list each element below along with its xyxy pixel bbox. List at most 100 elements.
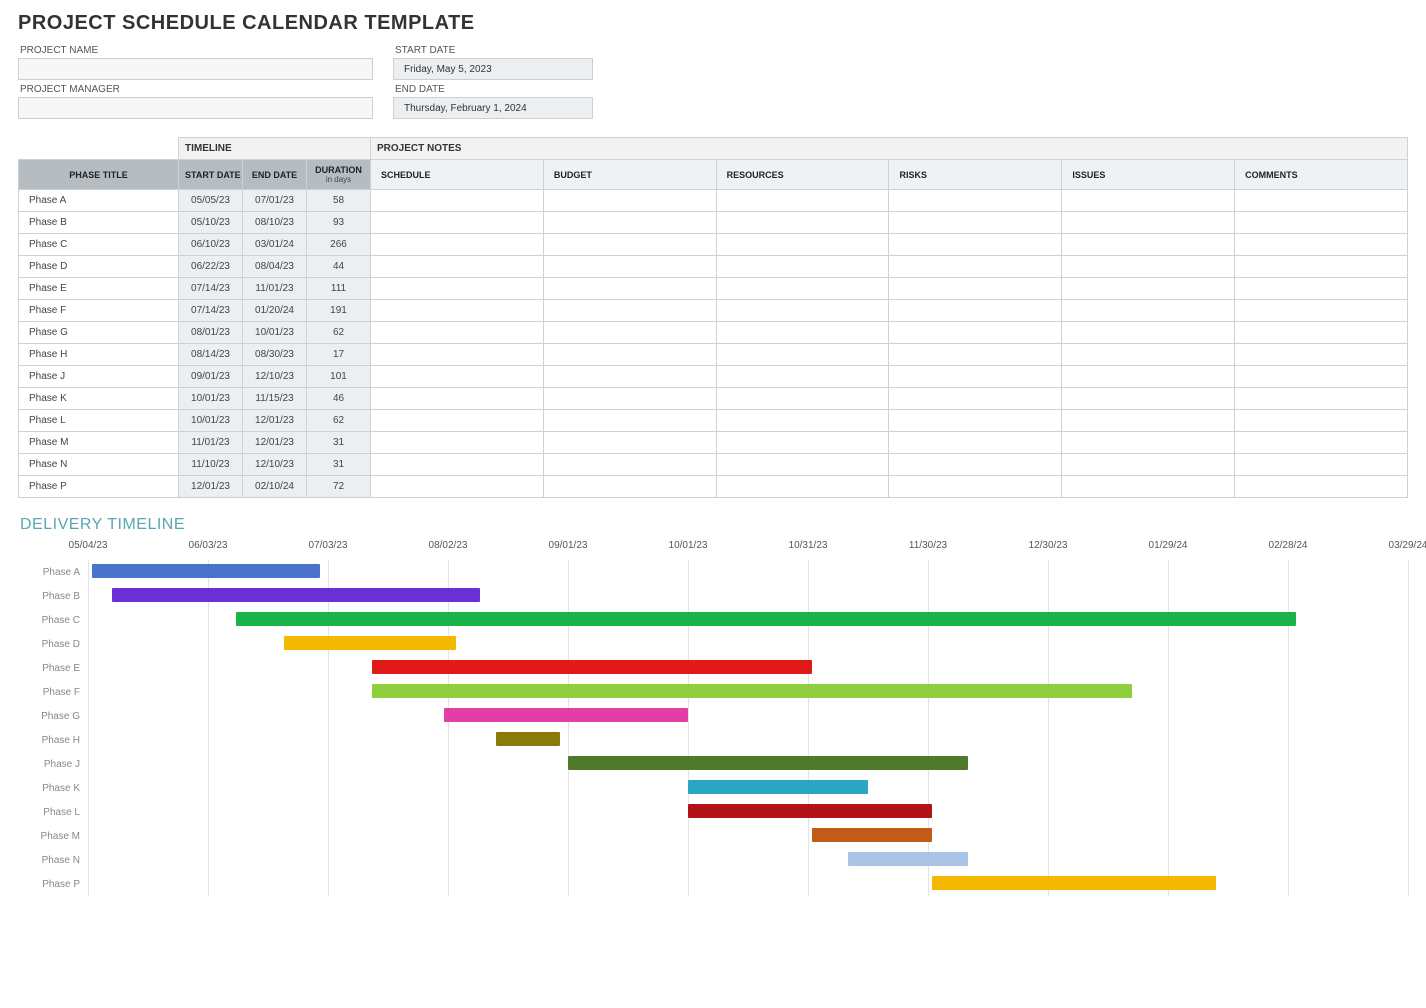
- cell-duration[interactable]: 17: [307, 344, 371, 366]
- cell-phase[interactable]: Phase J: [19, 366, 179, 388]
- cell-schedule[interactable]: [371, 454, 544, 476]
- cell-budget[interactable]: [543, 322, 716, 344]
- cell-phase[interactable]: Phase M: [19, 432, 179, 454]
- cell-duration[interactable]: 46: [307, 388, 371, 410]
- cell-risks[interactable]: [889, 454, 1062, 476]
- cell-issues[interactable]: [1062, 476, 1235, 498]
- project-name-input[interactable]: [18, 58, 373, 80]
- cell-end[interactable]: 08/30/23: [243, 344, 307, 366]
- cell-issues[interactable]: [1062, 212, 1235, 234]
- cell-schedule[interactable]: [371, 432, 544, 454]
- cell-issues[interactable]: [1062, 234, 1235, 256]
- cell-resources[interactable]: [716, 322, 889, 344]
- cell-start[interactable]: 07/14/23: [179, 278, 243, 300]
- cell-risks[interactable]: [889, 256, 1062, 278]
- cell-risks[interactable]: [889, 366, 1062, 388]
- cell-end[interactable]: 08/04/23: [243, 256, 307, 278]
- cell-resources[interactable]: [716, 300, 889, 322]
- cell-resources[interactable]: [716, 256, 889, 278]
- cell-issues[interactable]: [1062, 300, 1235, 322]
- cell-resources[interactable]: [716, 344, 889, 366]
- cell-start[interactable]: 11/10/23: [179, 454, 243, 476]
- cell-comments[interactable]: [1235, 256, 1408, 278]
- cell-duration[interactable]: 93: [307, 212, 371, 234]
- cell-resources[interactable]: [716, 454, 889, 476]
- cell-budget[interactable]: [543, 410, 716, 432]
- cell-phase[interactable]: Phase L: [19, 410, 179, 432]
- cell-end[interactable]: 12/10/23: [243, 366, 307, 388]
- cell-budget[interactable]: [543, 454, 716, 476]
- cell-budget[interactable]: [543, 256, 716, 278]
- cell-risks[interactable]: [889, 234, 1062, 256]
- cell-comments[interactable]: [1235, 212, 1408, 234]
- cell-resources[interactable]: [716, 212, 889, 234]
- cell-budget[interactable]: [543, 234, 716, 256]
- cell-risks[interactable]: [889, 278, 1062, 300]
- cell-schedule[interactable]: [371, 344, 544, 366]
- cell-end[interactable]: 12/01/23: [243, 410, 307, 432]
- cell-start[interactable]: 11/01/23: [179, 432, 243, 454]
- cell-start[interactable]: 08/14/23: [179, 344, 243, 366]
- cell-phase[interactable]: Phase B: [19, 212, 179, 234]
- cell-end[interactable]: 02/10/24: [243, 476, 307, 498]
- cell-risks[interactable]: [889, 344, 1062, 366]
- cell-start[interactable]: 05/05/23: [179, 190, 243, 212]
- cell-risks[interactable]: [889, 410, 1062, 432]
- cell-comments[interactable]: [1235, 322, 1408, 344]
- cell-phase[interactable]: Phase H: [19, 344, 179, 366]
- cell-duration[interactable]: 101: [307, 366, 371, 388]
- cell-issues[interactable]: [1062, 454, 1235, 476]
- cell-schedule[interactable]: [371, 256, 544, 278]
- cell-issues[interactable]: [1062, 388, 1235, 410]
- cell-issues[interactable]: [1062, 256, 1235, 278]
- cell-schedule[interactable]: [371, 190, 544, 212]
- cell-start[interactable]: 10/01/23: [179, 388, 243, 410]
- cell-phase[interactable]: Phase N: [19, 454, 179, 476]
- cell-start[interactable]: 08/01/23: [179, 322, 243, 344]
- cell-issues[interactable]: [1062, 366, 1235, 388]
- cell-risks[interactable]: [889, 322, 1062, 344]
- cell-end[interactable]: 11/15/23: [243, 388, 307, 410]
- cell-resources[interactable]: [716, 476, 889, 498]
- cell-resources[interactable]: [716, 388, 889, 410]
- cell-budget[interactable]: [543, 366, 716, 388]
- cell-phase[interactable]: Phase A: [19, 190, 179, 212]
- cell-start[interactable]: 09/01/23: [179, 366, 243, 388]
- cell-schedule[interactable]: [371, 234, 544, 256]
- cell-comments[interactable]: [1235, 278, 1408, 300]
- cell-comments[interactable]: [1235, 366, 1408, 388]
- cell-budget[interactable]: [543, 300, 716, 322]
- cell-schedule[interactable]: [371, 388, 544, 410]
- cell-schedule[interactable]: [371, 322, 544, 344]
- cell-budget[interactable]: [543, 432, 716, 454]
- cell-start[interactable]: 06/10/23: [179, 234, 243, 256]
- cell-comments[interactable]: [1235, 454, 1408, 476]
- cell-end[interactable]: 10/01/23: [243, 322, 307, 344]
- cell-comments[interactable]: [1235, 300, 1408, 322]
- cell-comments[interactable]: [1235, 432, 1408, 454]
- cell-start[interactable]: 12/01/23: [179, 476, 243, 498]
- cell-comments[interactable]: [1235, 234, 1408, 256]
- cell-schedule[interactable]: [371, 278, 544, 300]
- cell-issues[interactable]: [1062, 432, 1235, 454]
- cell-issues[interactable]: [1062, 190, 1235, 212]
- cell-duration[interactable]: 62: [307, 410, 371, 432]
- cell-budget[interactable]: [543, 190, 716, 212]
- cell-phase[interactable]: Phase P: [19, 476, 179, 498]
- cell-comments[interactable]: [1235, 190, 1408, 212]
- cell-resources[interactable]: [716, 278, 889, 300]
- cell-issues[interactable]: [1062, 344, 1235, 366]
- cell-risks[interactable]: [889, 476, 1062, 498]
- cell-end[interactable]: 11/01/23: [243, 278, 307, 300]
- cell-duration[interactable]: 191: [307, 300, 371, 322]
- cell-end[interactable]: 03/01/24: [243, 234, 307, 256]
- project-manager-input[interactable]: [18, 97, 373, 119]
- cell-schedule[interactable]: [371, 476, 544, 498]
- cell-risks[interactable]: [889, 190, 1062, 212]
- cell-duration[interactable]: 62: [307, 322, 371, 344]
- cell-risks[interactable]: [889, 432, 1062, 454]
- cell-duration[interactable]: 111: [307, 278, 371, 300]
- cell-risks[interactable]: [889, 388, 1062, 410]
- cell-duration[interactable]: 266: [307, 234, 371, 256]
- cell-phase[interactable]: Phase E: [19, 278, 179, 300]
